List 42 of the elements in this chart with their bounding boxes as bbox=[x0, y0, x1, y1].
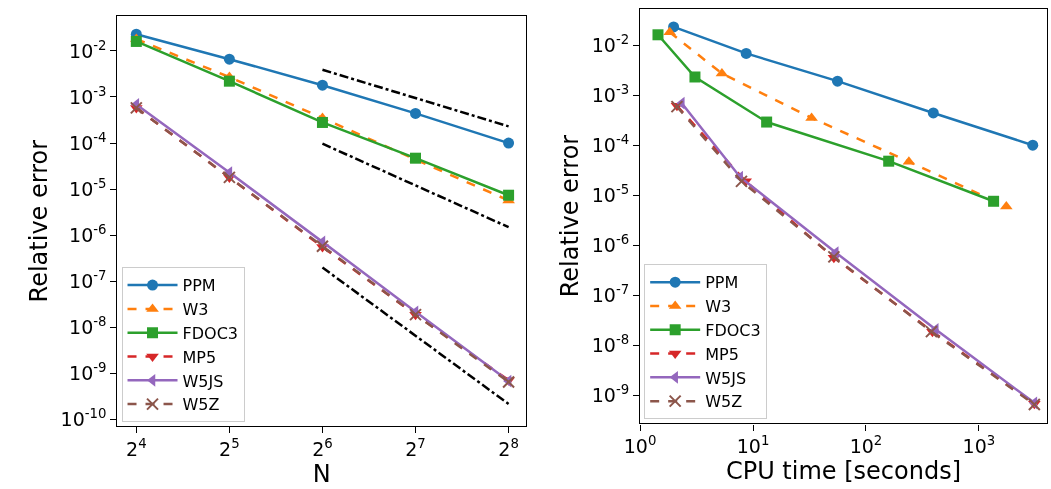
x-tick-label: 10$^{0}$ bbox=[623, 433, 657, 458]
legend-label: MP5 bbox=[182, 347, 217, 367]
y-tick-label: 10$^{-2}$ bbox=[69, 37, 107, 62]
y-tick-label: 10$^{-8}$ bbox=[591, 332, 630, 357]
y-axis-title: Relative error bbox=[24, 139, 53, 303]
y-tick-label: 10$^{-7}$ bbox=[591, 282, 630, 307]
x-tick-label: 2$^{7}$ bbox=[405, 436, 426, 461]
x-axis-title: CPU time [seconds] bbox=[725, 457, 962, 486]
legend-label: W5JS bbox=[182, 371, 224, 391]
legend-label: W3 bbox=[705, 297, 732, 317]
y-tick-label: 10$^{-6}$ bbox=[69, 221, 107, 246]
x-tick-label: 2$^{8}$ bbox=[498, 436, 519, 461]
x-tick-label: 10$^{2}$ bbox=[849, 433, 883, 458]
y-tick-label: 10$^{-4}$ bbox=[591, 131, 630, 156]
y-tick-label: 10$^{-7}$ bbox=[69, 268, 107, 293]
legend-label: MP5 bbox=[705, 344, 739, 364]
y-tick-label: 10$^{-9}$ bbox=[591, 382, 630, 407]
legend-label: FDOC3 bbox=[182, 323, 238, 343]
legend-label: W5JS bbox=[705, 368, 747, 388]
legend-label: W3 bbox=[182, 300, 209, 320]
y-tick-label: 10$^{-6}$ bbox=[591, 232, 630, 257]
legend-label: W5Z bbox=[705, 392, 743, 412]
legend-label: FDOC3 bbox=[705, 321, 761, 340]
y-tick-label: 10$^{-3}$ bbox=[69, 83, 107, 108]
y-tick-label: 10$^{-3}$ bbox=[591, 81, 630, 106]
x-tick-label: 2$^{6}$ bbox=[312, 436, 333, 461]
x-tick-label: 10$^{3}$ bbox=[962, 433, 996, 458]
legend-label: PPM bbox=[705, 273, 739, 293]
legend-label: PPM bbox=[182, 276, 216, 296]
legend-label: W5Z bbox=[182, 395, 220, 415]
y-tick-label: 10$^{-2}$ bbox=[591, 31, 630, 56]
x-tick-label: 2$^{5}$ bbox=[219, 436, 240, 461]
y-tick-label: 10$^{-5}$ bbox=[591, 181, 630, 206]
y-tick-label: 10$^{-5}$ bbox=[69, 175, 107, 200]
y-tick-label: 10$^{-8}$ bbox=[69, 314, 107, 339]
y-tick-label: 10$^{-9}$ bbox=[69, 360, 107, 385]
x-tick-label: 2$^{4}$ bbox=[126, 436, 147, 461]
y-tick-label: 10$^{-10}$ bbox=[60, 406, 107, 431]
y-axis-title: Relative error bbox=[555, 134, 584, 298]
y-tick-label: 10$^{-4}$ bbox=[69, 129, 107, 154]
x-tick-label: 10$^{1}$ bbox=[736, 433, 770, 458]
x-axis-title: N bbox=[312, 460, 331, 489]
